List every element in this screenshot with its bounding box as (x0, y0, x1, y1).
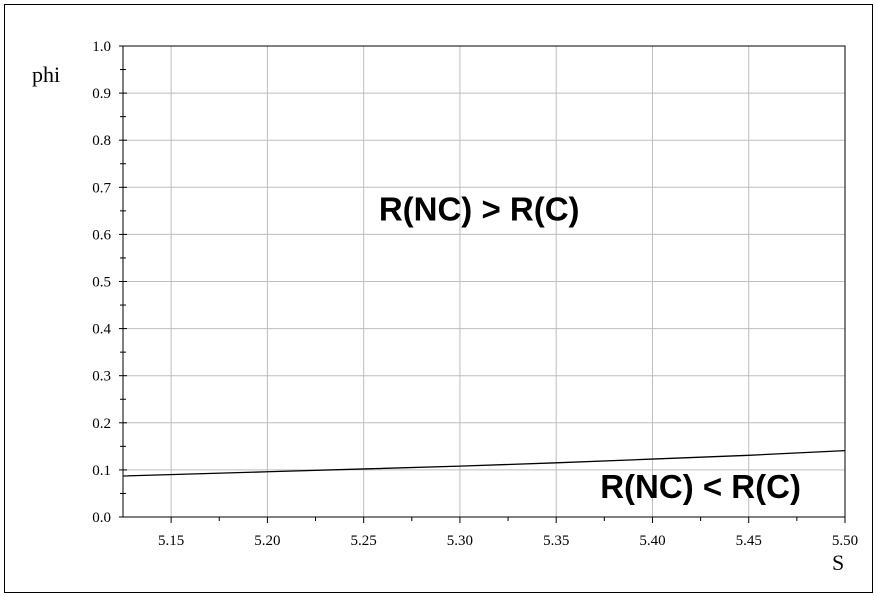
series-line (122, 449, 846, 477)
y-axis-label: phi (32, 62, 60, 87)
x-tick-label: 5.45 (736, 533, 762, 549)
x-tick-label: 5.25 (351, 533, 377, 549)
y-tick-label: 0.1 (92, 463, 111, 479)
y-tick-label: 0.7 (92, 180, 111, 196)
region-annotation: R(NC) < R(C) (600, 468, 801, 505)
y-tick-label: 0.6 (92, 227, 111, 243)
x-tick-label: 5.40 (639, 533, 665, 549)
series-layer (122, 449, 846, 477)
y-tick-label: 0.9 (92, 86, 111, 102)
chart-frame (4, 4, 873, 593)
grid-lines (123, 45, 846, 518)
x-tick-label: 5.15 (158, 533, 184, 549)
annotations-layer: R(NC) > R(C) R(NC) < R(C) (379, 190, 801, 505)
x-tick-label: 5.30 (447, 533, 473, 549)
x-tick-label: 5.35 (543, 533, 569, 549)
y-tick-label: 0.4 (92, 322, 111, 338)
x-axis-label: S (832, 550, 844, 575)
x-tick-label: 5.50 (832, 533, 858, 549)
y-tick-label: 1.0 (92, 39, 111, 55)
y-tick-label: 0.5 (92, 275, 111, 291)
y-tick-label: 0.3 (92, 369, 111, 385)
y-tick-label: 0.2 (92, 416, 111, 432)
y-tick-label: 0.0 (92, 510, 111, 526)
region-annotation: R(NC) > R(C) (379, 190, 580, 227)
y-tick-label: 0.8 (92, 133, 111, 149)
axes: 5.15 5.20 5.25 5.30 5.35 5.40 5.45 5.50 0.0 0.1 0.… (92, 39, 858, 549)
x-tick-label: 5.20 (254, 533, 280, 549)
